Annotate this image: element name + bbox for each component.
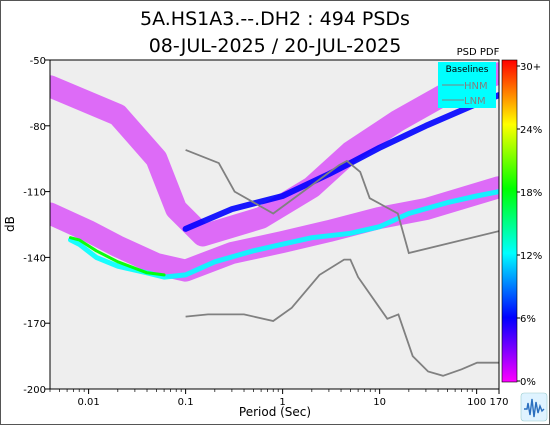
y-axis-label: dB xyxy=(3,216,17,232)
y-axis-ticks: -50 -80 -110 -140 -170 -200 xyxy=(23,56,50,396)
legend-title: Baselines xyxy=(446,65,489,75)
colorbar-tick-label: 6% xyxy=(520,314,536,325)
pdf-band-high-3 xyxy=(68,189,499,280)
pdf-band-peak-4 xyxy=(69,236,166,277)
legend-entry-hnm: HNM xyxy=(464,81,488,92)
x-axis-label: Period (Sec) xyxy=(239,405,311,419)
x-axis-ticks: 0.01 0.1 1 10 100 170 xyxy=(49,389,509,408)
legend-entry-lnm: LNM xyxy=(464,96,486,107)
y-tick-label: -50 xyxy=(30,56,46,67)
colorbar-tick-label: 18% xyxy=(520,188,542,199)
y-tick-label: -170 xyxy=(23,319,46,330)
seismic-wave-logo xyxy=(520,392,548,422)
chart-title-line1: 5A.HS1A3.--.DH2 : 494 PSDs xyxy=(140,8,410,30)
baseline-lnm-line xyxy=(185,258,499,377)
y-tick-label: -80 xyxy=(30,122,46,133)
x-tick-label: 0.01 xyxy=(77,397,99,408)
pdf-band-low-0 xyxy=(50,62,499,247)
x-tick-label: 100 xyxy=(467,397,486,408)
x-tick-label: 170 xyxy=(489,397,508,408)
y-tick-label: -110 xyxy=(23,188,46,199)
legend: Baselines HNM LNM xyxy=(438,62,496,108)
colorbar-tick-label: 12% xyxy=(520,251,542,262)
x-tick-label: 1 xyxy=(279,397,285,408)
colorbar-title: PSD PDF xyxy=(457,47,500,58)
pdf-band-low-1 xyxy=(50,176,499,282)
y-tick-label: -140 xyxy=(23,253,46,264)
colorbar-tick-label: 24% xyxy=(520,125,542,136)
x-tick-label: 0.1 xyxy=(178,397,194,408)
baseline-curves xyxy=(185,149,499,377)
chart-title-line2: 08-JUL-2025 / 20-JUL-2025 xyxy=(149,35,402,57)
colorbar-tick-label: 0% xyxy=(520,377,536,388)
plot-border xyxy=(49,59,500,390)
colorbar-ticks: 30+ 24% 18% 12% 6% 0% xyxy=(517,62,542,388)
x-tick-label: 10 xyxy=(373,397,386,408)
colorbar xyxy=(501,59,518,383)
y-tick-label: -200 xyxy=(23,385,46,396)
colorbar-tick-label: 30+ xyxy=(520,62,541,73)
baseline-hnm-line xyxy=(185,149,499,255)
